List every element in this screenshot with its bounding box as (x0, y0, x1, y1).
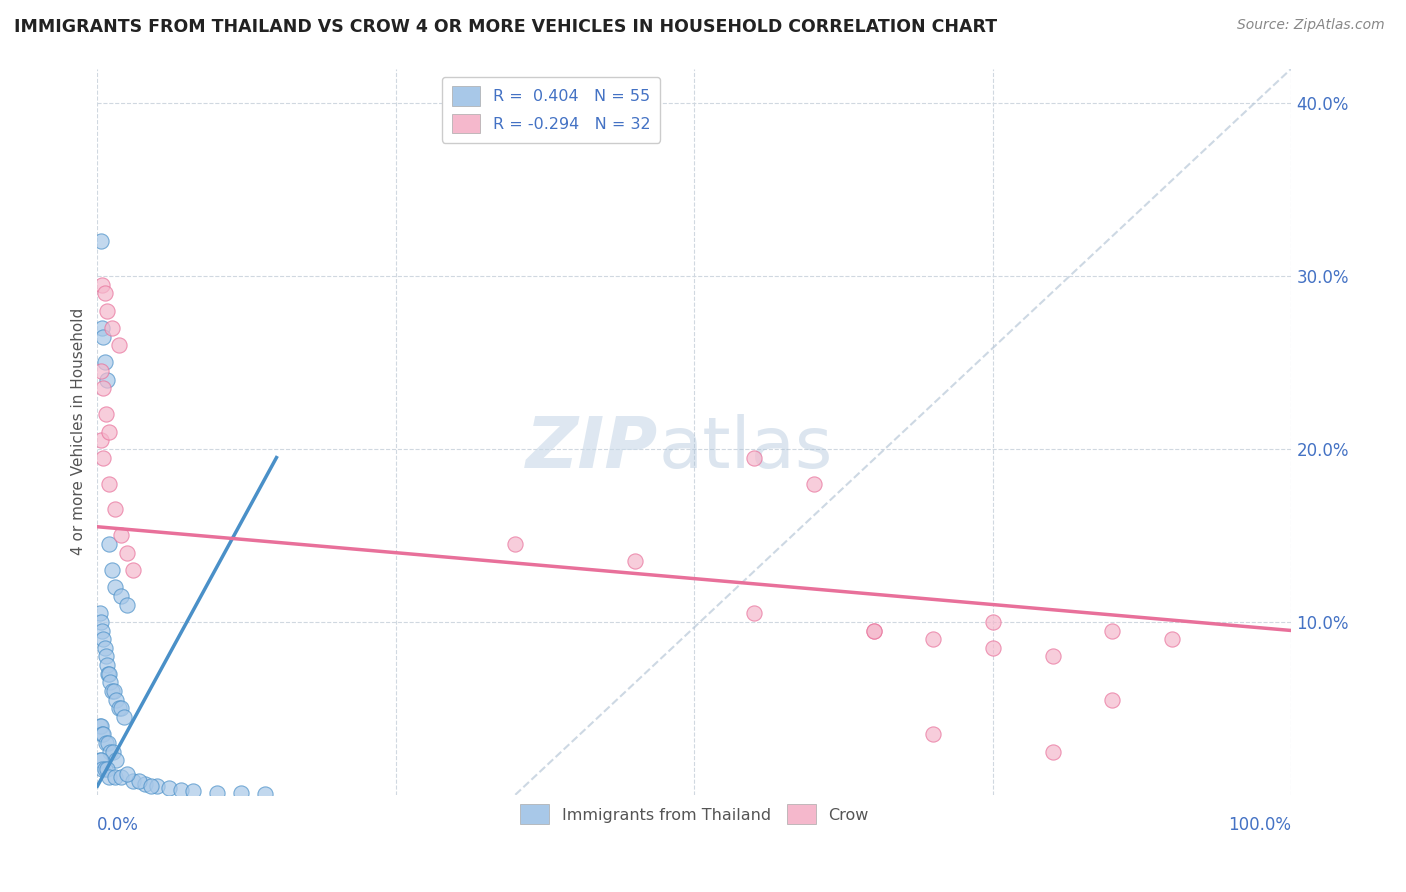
Point (91, 321, 114, 335)
Point (104, 580, 127, 594)
Point (90, 434, 112, 448)
Point (104, 771, 127, 785)
Point (96, 303, 118, 318)
Point (89, 606, 111, 620)
Point (115, 767, 138, 781)
Text: ZIP: ZIP (526, 415, 658, 483)
Point (94, 408, 117, 422)
Point (115, 546, 138, 560)
Point (181, 784, 204, 798)
Point (91, 762, 114, 776)
Point (91, 277, 114, 292)
Point (104, 502, 127, 516)
Point (93, 286, 115, 301)
Point (1101, 624, 1123, 638)
Point (253, 787, 276, 801)
Point (146, 779, 169, 793)
Point (1042, 745, 1064, 759)
Text: 0.0%: 0.0% (97, 815, 139, 833)
Point (90, 753, 112, 767)
Point (91, 632, 114, 647)
Point (862, 624, 884, 638)
Point (98, 476, 121, 491)
Point (100, 563, 122, 577)
Point (1042, 649, 1064, 664)
Point (981, 615, 1004, 629)
Text: atlas: atlas (658, 415, 832, 483)
Point (112, 710, 135, 724)
Point (98, 666, 121, 681)
Point (100, 745, 122, 759)
Point (1101, 692, 1123, 706)
Point (105, 692, 128, 706)
Point (96, 658, 118, 673)
Point (742, 450, 765, 465)
Point (922, 632, 945, 647)
Text: IMMIGRANTS FROM THAILAND VS CROW 4 OR MORE VEHICLES IN HOUSEHOLD CORRELATION CHA: IMMIGRANTS FROM THAILAND VS CROW 4 OR MO… (14, 18, 997, 36)
Point (742, 606, 765, 620)
Point (89, 753, 111, 767)
Point (90, 235, 112, 249)
Y-axis label: 4 or more Vehicles in Household: 4 or more Vehicles in Household (72, 308, 86, 556)
Point (98, 537, 121, 551)
Point (101, 745, 124, 759)
Point (91, 329, 114, 343)
Point (93, 762, 115, 776)
Point (98, 425, 121, 439)
Point (157, 780, 180, 795)
Point (91, 450, 114, 465)
Point (97, 736, 120, 750)
Point (110, 589, 132, 603)
Point (205, 786, 228, 800)
Point (89, 718, 111, 732)
Point (981, 640, 1004, 655)
Point (91, 727, 114, 741)
Point (96, 373, 118, 387)
Point (105, 753, 128, 767)
Point (93, 640, 115, 655)
Point (91, 727, 114, 741)
Point (93, 355, 115, 369)
Point (922, 727, 945, 741)
Point (94, 736, 117, 750)
Point (110, 771, 132, 785)
Point (90, 718, 112, 732)
Point (862, 624, 884, 638)
Point (91, 624, 114, 638)
Point (96, 762, 118, 776)
Point (90, 364, 112, 378)
Point (139, 779, 162, 793)
Legend: Immigrants from Thailand, Crow: Immigrants from Thailand, Crow (513, 798, 875, 830)
Point (115, 598, 138, 612)
Point (623, 554, 645, 568)
Point (170, 782, 193, 797)
Point (108, 701, 131, 715)
Point (803, 476, 825, 491)
Point (110, 528, 132, 542)
Point (100, 684, 122, 698)
Point (108, 338, 131, 352)
Point (103, 684, 125, 698)
Point (100, 675, 122, 690)
Point (97, 666, 120, 681)
Point (110, 701, 132, 715)
Point (94, 649, 117, 664)
Point (122, 563, 145, 577)
Point (100, 321, 122, 335)
Point (503, 537, 526, 551)
Point (122, 773, 145, 788)
Text: Source: ZipAtlas.com: Source: ZipAtlas.com (1237, 18, 1385, 32)
Point (90, 615, 112, 629)
Point (128, 773, 150, 788)
Point (1161, 632, 1184, 647)
Text: 100.0%: 100.0% (1229, 815, 1292, 833)
Point (91, 381, 114, 395)
Point (229, 786, 252, 800)
Point (134, 777, 156, 791)
Point (98, 771, 121, 785)
